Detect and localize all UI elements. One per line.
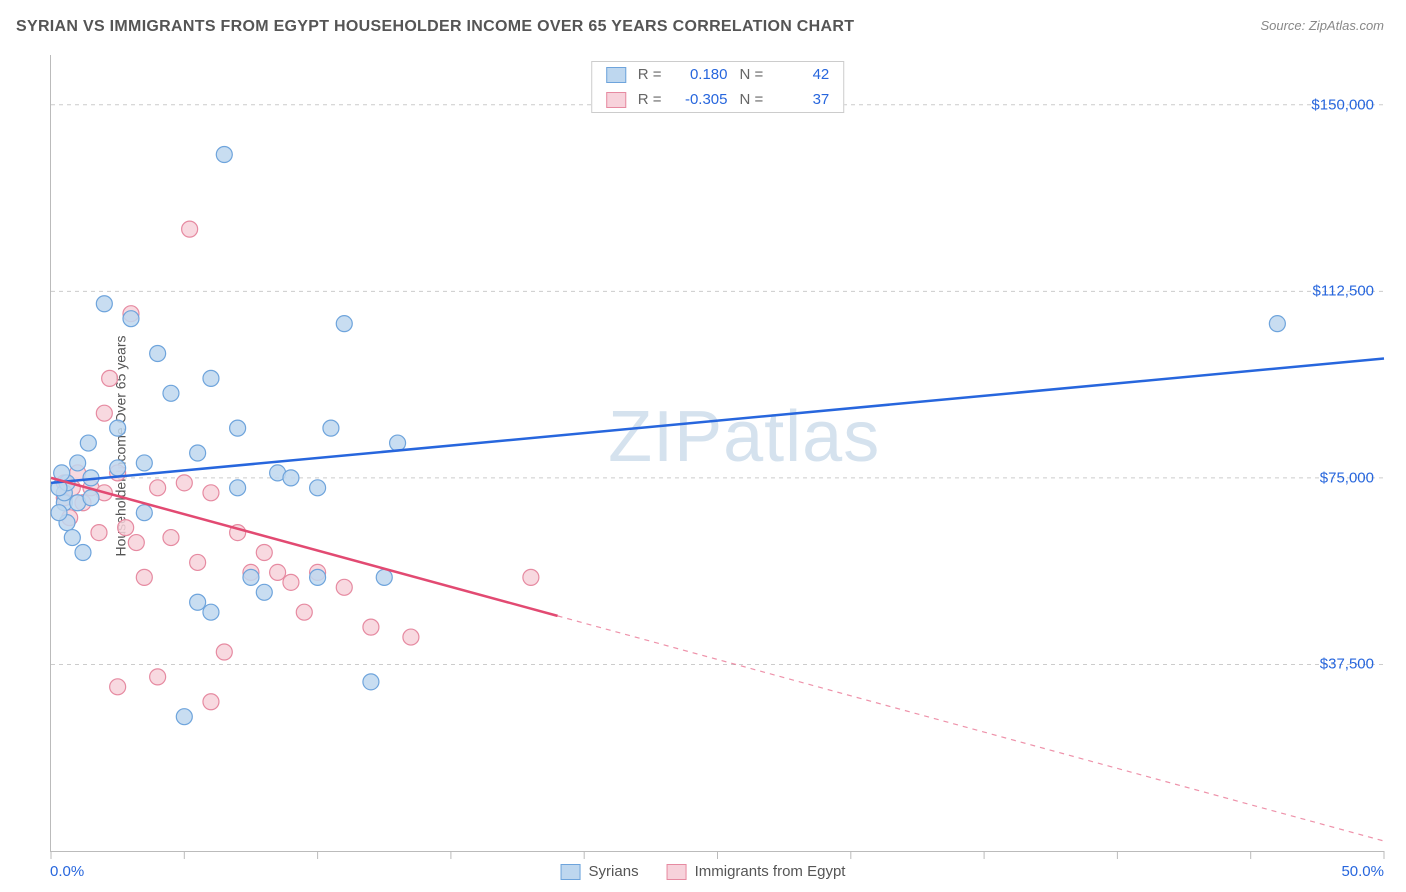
plot-svg bbox=[51, 55, 1384, 851]
chart-title: SYRIAN VS IMMIGRANTS FROM EGYPT HOUSEHOL… bbox=[16, 18, 854, 36]
swatch-egypt bbox=[606, 92, 626, 108]
r-value-syrians: 0.180 bbox=[674, 66, 728, 83]
y-tick-label: $150,000 bbox=[1311, 96, 1374, 113]
x-axis-max-label: 50.0% bbox=[1341, 863, 1384, 880]
r-label: R = bbox=[638, 66, 662, 83]
legend-item-syrians: Syrians bbox=[561, 863, 639, 880]
legend-row-syrians: R = 0.180 N = 42 bbox=[592, 62, 844, 87]
x-axis-min-label: 0.0% bbox=[50, 863, 84, 880]
legend-item-egypt: Immigrants from Egypt bbox=[667, 863, 846, 880]
y-tick-label: $112,500 bbox=[1313, 283, 1374, 300]
legend-row-egypt: R = -0.305 N = 37 bbox=[592, 87, 844, 112]
swatch-syrians bbox=[606, 67, 626, 83]
y-tick-label: $37,500 bbox=[1320, 656, 1374, 673]
legend-label-egypt: Immigrants from Egypt bbox=[695, 863, 846, 880]
swatch-egypt bbox=[667, 864, 687, 880]
swatch-syrians bbox=[561, 864, 581, 880]
n-label: N = bbox=[740, 66, 764, 83]
n-label: N = bbox=[740, 91, 764, 108]
legend-label-syrians: Syrians bbox=[589, 863, 639, 880]
y-tick-label: $75,000 bbox=[1320, 469, 1374, 486]
n-value-egypt: 37 bbox=[775, 91, 829, 108]
r-value-egypt: -0.305 bbox=[674, 91, 728, 108]
r-label: R = bbox=[638, 91, 662, 108]
source-label: Source: ZipAtlas.com bbox=[1260, 18, 1384, 33]
correlation-legend: R = 0.180 N = 42 R = -0.305 N = 37 bbox=[591, 61, 845, 113]
chart-plot-area: ZIPatlas R = 0.180 N = 42 R = -0.305 N =… bbox=[50, 55, 1384, 852]
n-value-syrians: 42 bbox=[775, 66, 829, 83]
series-legend: Syrians Immigrants from Egypt bbox=[561, 863, 846, 880]
